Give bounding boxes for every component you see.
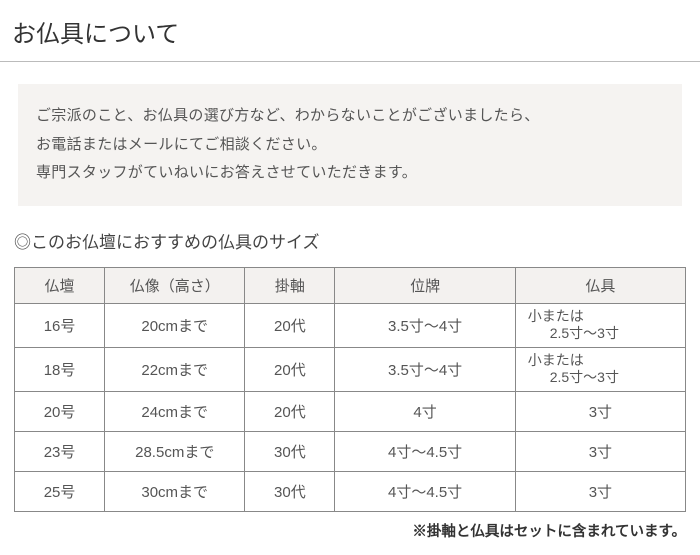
- cell-ihai: 4寸〜4.5寸: [335, 431, 515, 471]
- col-header-butsugu: 仏具: [515, 267, 685, 303]
- table-row: 23号 28.5cmまで 30代 4寸〜4.5寸 3寸: [15, 431, 686, 471]
- cell-butsugu: 小または 2.5寸〜3寸: [515, 303, 685, 347]
- cell-butsudan: 20号: [15, 391, 105, 431]
- table-row: 25号 30cmまで 30代 4寸〜4.5寸 3寸: [15, 471, 686, 511]
- cell-ihai: 4寸: [335, 391, 515, 431]
- cell-butsugu: 3寸: [515, 471, 685, 511]
- notice-line-1: ご宗派のこと、お仏具の選び方など、わからないことがございましたら、: [36, 102, 664, 131]
- section-subtitle: ◎このお仏壇におすすめの仏具のサイズ: [0, 206, 700, 267]
- cell-butsuzou: 30cmまで: [105, 471, 245, 511]
- cell-butsudan: 18号: [15, 347, 105, 391]
- cell-butsuzou: 24cmまで: [105, 391, 245, 431]
- table-footnote: ※掛軸と仏具はセットに含まれています。: [0, 512, 700, 541]
- cell-butsugu-line2: 2.5寸〜3寸: [528, 325, 677, 343]
- table-row: 16号 20cmまで 20代 3.5寸〜4寸 小または 2.5寸〜3寸: [15, 303, 686, 347]
- size-table: 仏壇 仏像（高さ） 掛軸 位牌 仏具 16号 20cmまで 20代 3.5寸〜4…: [14, 267, 686, 512]
- col-header-kakejiku: 掛軸: [245, 267, 335, 303]
- cell-kakejiku: 20代: [245, 391, 335, 431]
- table-row: 20号 24cmまで 20代 4寸 3寸: [15, 391, 686, 431]
- cell-kakejiku: 30代: [245, 471, 335, 511]
- notice-box: ご宗派のこと、お仏具の選び方など、わからないことがございましたら、 お電話または…: [18, 84, 682, 206]
- page-title: お仏具について: [0, 0, 700, 62]
- cell-butsugu: 3寸: [515, 431, 685, 471]
- notice-line-3: 専門スタッフがていねいにお答えさせていただきます。: [36, 159, 664, 188]
- cell-butsugu: 小または 2.5寸〜3寸: [515, 347, 685, 391]
- cell-butsuzou: 20cmまで: [105, 303, 245, 347]
- cell-butsugu-line2: 2.5寸〜3寸: [528, 369, 677, 387]
- cell-butsuzou: 28.5cmまで: [105, 431, 245, 471]
- cell-butsudan: 23号: [15, 431, 105, 471]
- cell-butsuzou: 22cmまで: [105, 347, 245, 391]
- cell-kakejiku: 20代: [245, 347, 335, 391]
- cell-kakejiku: 20代: [245, 303, 335, 347]
- table-row: 18号 22cmまで 20代 3.5寸〜4寸 小または 2.5寸〜3寸: [15, 347, 686, 391]
- cell-ihai: 3.5寸〜4寸: [335, 303, 515, 347]
- cell-ihai: 3.5寸〜4寸: [335, 347, 515, 391]
- notice-line-2: お電話またはメールにてご相談ください。: [36, 131, 664, 160]
- cell-butsugu-line1: 小または: [528, 308, 584, 324]
- cell-butsudan: 16号: [15, 303, 105, 347]
- size-table-wrap: 仏壇 仏像（高さ） 掛軸 位牌 仏具 16号 20cmまで 20代 3.5寸〜4…: [0, 267, 700, 512]
- col-header-butsudan: 仏壇: [15, 267, 105, 303]
- cell-ihai: 4寸〜4.5寸: [335, 471, 515, 511]
- cell-butsugu: 3寸: [515, 391, 685, 431]
- col-header-butsuzou: 仏像（高さ）: [105, 267, 245, 303]
- table-header-row: 仏壇 仏像（高さ） 掛軸 位牌 仏具: [15, 267, 686, 303]
- table-body: 16号 20cmまで 20代 3.5寸〜4寸 小または 2.5寸〜3寸 18号 …: [15, 303, 686, 511]
- cell-butsudan: 25号: [15, 471, 105, 511]
- cell-kakejiku: 30代: [245, 431, 335, 471]
- col-header-ihai: 位牌: [335, 267, 515, 303]
- cell-butsugu-line1: 小または: [528, 352, 584, 368]
